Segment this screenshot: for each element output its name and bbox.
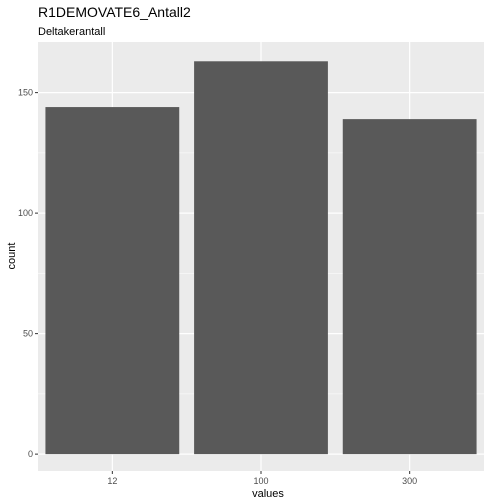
bar-300 — [342, 119, 477, 455]
bars — [45, 61, 477, 455]
x-tick-label: 100 — [253, 476, 268, 486]
bar-12 — [45, 107, 180, 455]
x-tick-label: 12 — [107, 476, 117, 486]
y-axis-title: count — [6, 243, 18, 270]
axes: 0 50 100 150 12 100 300 — [18, 88, 417, 486]
y-tick-label: 0 — [28, 449, 33, 459]
x-tick-label: 300 — [402, 476, 417, 486]
chart-subtitle: Deltakerantall — [38, 26, 105, 38]
y-tick-label: 150 — [18, 88, 33, 98]
chart-title: R1DEMOVATE6_Antall2 — [38, 4, 191, 20]
y-tick-label: 50 — [23, 329, 33, 339]
x-axis-title: values — [252, 488, 284, 500]
y-tick-label: 100 — [18, 208, 33, 218]
bar-100 — [194, 61, 328, 455]
